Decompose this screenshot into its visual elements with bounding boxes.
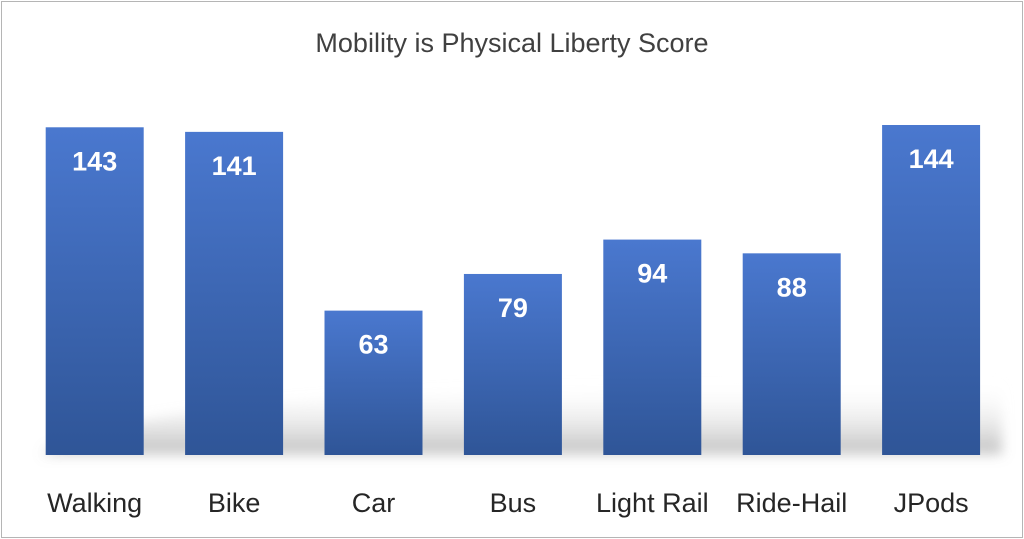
category-label-car: Car [352,488,396,518]
bar-ride-hail [742,253,841,455]
category-label-jpods: JPods [894,488,969,518]
value-label-light-rail: 94 [637,259,667,289]
category-label-light-rail: Light Rail [596,488,709,518]
bar-jpods [882,125,981,455]
category-label-bike: Bike [208,488,261,518]
category-label-ride-hail: Ride-Hail [736,488,847,518]
bars-group [45,125,981,456]
bar-bus [463,273,562,455]
bar-light-rail [603,239,702,455]
value-label-car: 63 [358,330,388,360]
value-labels-group: 143 141 63 79 94 88 144 [72,144,953,360]
value-label-ride-hail: 88 [777,272,807,302]
bar-bike [185,131,284,455]
value-label-walking: 143 [72,146,117,176]
category-label-walking: Walking [47,488,142,518]
bar-walking [45,127,144,456]
value-label-jpods: 144 [909,144,954,174]
value-label-bike: 141 [212,151,257,181]
value-label-bus: 79 [498,293,528,323]
category-label-bus: Bus [490,488,537,518]
chart-title: Mobility is Physical Liberty Score [315,28,708,58]
bar-car [324,310,423,455]
category-labels-group: Walking Bike Car Bus Light Rail Ride-Hail JPod… [47,488,968,518]
